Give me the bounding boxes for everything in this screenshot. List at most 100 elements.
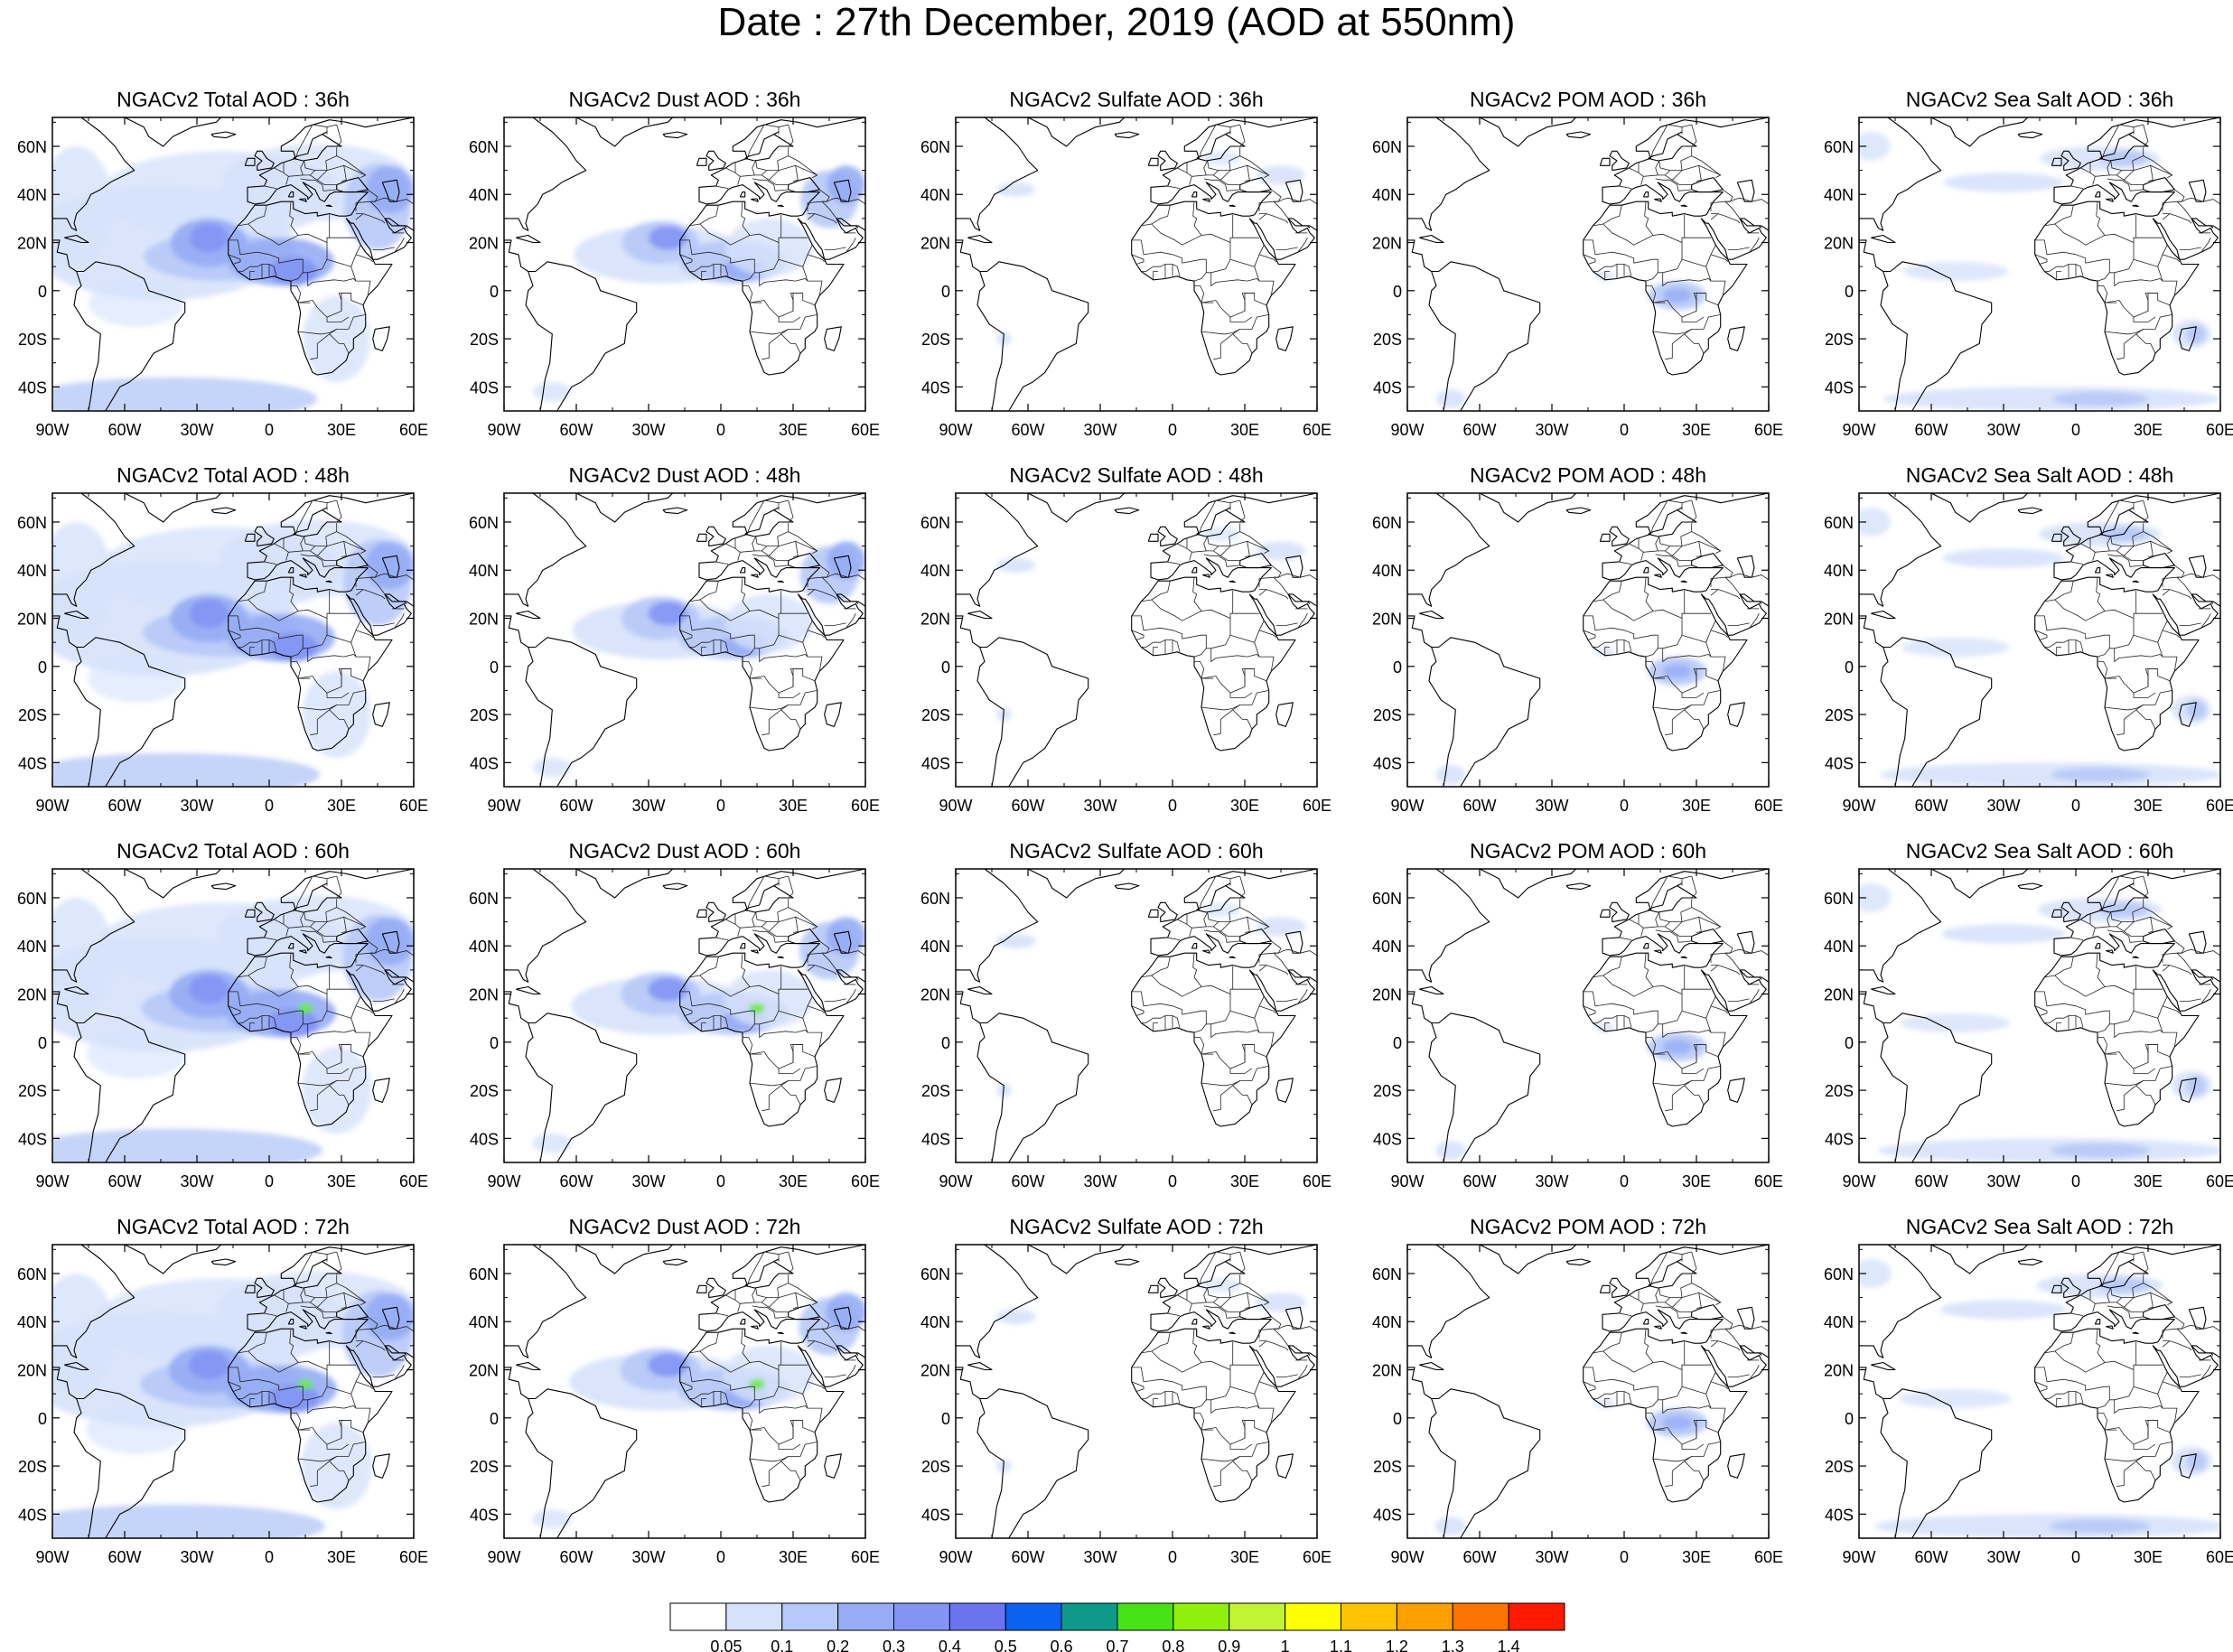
border — [2157, 642, 2163, 658]
border — [1681, 164, 1702, 182]
coastline — [336, 929, 369, 945]
coastline — [751, 949, 759, 954]
border — [228, 991, 328, 1025]
coastline — [2143, 177, 2175, 193]
lon-tick-label: 90W — [1390, 421, 1424, 439]
lon-tick-label: 0 — [2071, 1548, 2080, 1566]
border — [1244, 1044, 1255, 1063]
border — [755, 536, 767, 546]
border — [1696, 668, 1706, 687]
border — [2163, 1340, 2192, 1351]
border — [329, 329, 337, 335]
border — [2179, 998, 2201, 1002]
border — [1649, 1251, 1692, 1286]
border — [341, 668, 351, 687]
border — [807, 201, 827, 211]
border — [355, 201, 376, 211]
border — [1203, 929, 1228, 943]
coastline — [2191, 1345, 2214, 1356]
border — [846, 238, 856, 253]
lat-tick-label: 0 — [38, 658, 47, 677]
border — [1239, 499, 1246, 523]
coastline — [287, 191, 294, 198]
border — [808, 213, 837, 224]
border — [2157, 1018, 2163, 1033]
coastline — [1275, 1078, 1294, 1103]
aod-patch — [365, 165, 414, 214]
aod-patch — [1435, 1141, 1466, 1161]
coastline — [956, 117, 1039, 231]
border — [2163, 589, 2192, 600]
border — [1645, 648, 1658, 658]
border — [2133, 916, 2154, 933]
border — [1583, 615, 1683, 649]
aod-patch — [269, 257, 318, 286]
coastline — [254, 526, 275, 547]
coastline — [1407, 117, 1490, 231]
lon-tick-label: 0 — [265, 1172, 274, 1190]
coastline — [1202, 198, 1210, 202]
border — [1583, 630, 1596, 640]
aod-patch — [1942, 548, 2065, 568]
aod-patch — [1256, 541, 1306, 561]
border — [1727, 247, 1750, 250]
coastline — [1739, 218, 1762, 229]
lon-tick-label: 30W — [1535, 421, 1568, 439]
coastline — [1648, 507, 1697, 537]
aod-patch — [364, 1293, 414, 1341]
coastline — [744, 131, 794, 162]
map-panel: NGACv2 Dust AOD : 48h 60N 40N 20N 0 20S 40S 90W… — [469, 463, 880, 815]
lat-tick-label: 20S — [921, 706, 950, 724]
lat-tick-label: 40N — [1824, 562, 1854, 580]
colorbar-swatch — [948, 1602, 1006, 1631]
coastlines — [1407, 117, 1769, 411]
border — [689, 1015, 729, 1028]
lat-tick-label: 0 — [1393, 1034, 1402, 1052]
border — [1141, 1015, 1181, 1028]
border — [1151, 1350, 1259, 1373]
coastline — [1880, 1013, 1993, 1162]
border — [715, 919, 726, 925]
coastline — [325, 580, 332, 583]
coastline — [64, 234, 89, 244]
border — [1239, 531, 1269, 552]
coastline — [777, 1331, 784, 1335]
aod-patch — [2186, 1076, 2207, 1096]
aod-field — [531, 1293, 865, 1529]
coastline — [1930, 117, 2029, 147]
aod-patch — [1859, 1258, 1892, 1288]
lat-tick-label: 60N — [920, 1265, 950, 1283]
lat-tick-label: 40S — [470, 754, 499, 772]
lat-tick-label: 60N — [920, 138, 950, 156]
lat-tick-label: 20N — [17, 235, 47, 253]
border — [752, 554, 776, 567]
border — [1644, 1329, 1654, 1363]
coastline — [1930, 1245, 2029, 1274]
border — [326, 621, 361, 643]
border — [725, 543, 741, 561]
border — [788, 1283, 818, 1303]
lat-tick-label: 40N — [1824, 186, 1854, 204]
border — [699, 1350, 808, 1373]
coastline — [1727, 1078, 1745, 1103]
lon-tick-label: 30W — [1986, 1172, 2020, 1190]
border — [1239, 124, 1246, 147]
panel-title: NGACv2 Sea Salt AOD : 48h — [1906, 463, 2174, 487]
coastline — [788, 929, 820, 945]
lon-tick-label: 60W — [559, 1172, 593, 1190]
aod-patch — [995, 933, 1036, 948]
coastline — [254, 901, 275, 923]
lat-tick-label: 0 — [490, 1410, 499, 1428]
border — [1203, 1305, 1228, 1319]
border — [780, 329, 789, 335]
coastline — [1648, 131, 1697, 162]
border — [1583, 991, 1683, 1025]
coastline — [705, 150, 726, 172]
lon-tick-label: 90W — [1842, 1548, 1875, 1566]
coastline — [751, 574, 759, 578]
border — [2056, 647, 2061, 656]
lat-tick-label: 40N — [920, 1313, 950, 1331]
border — [1710, 1005, 1728, 1014]
border — [2162, 1340, 2171, 1348]
borders — [679, 499, 865, 736]
